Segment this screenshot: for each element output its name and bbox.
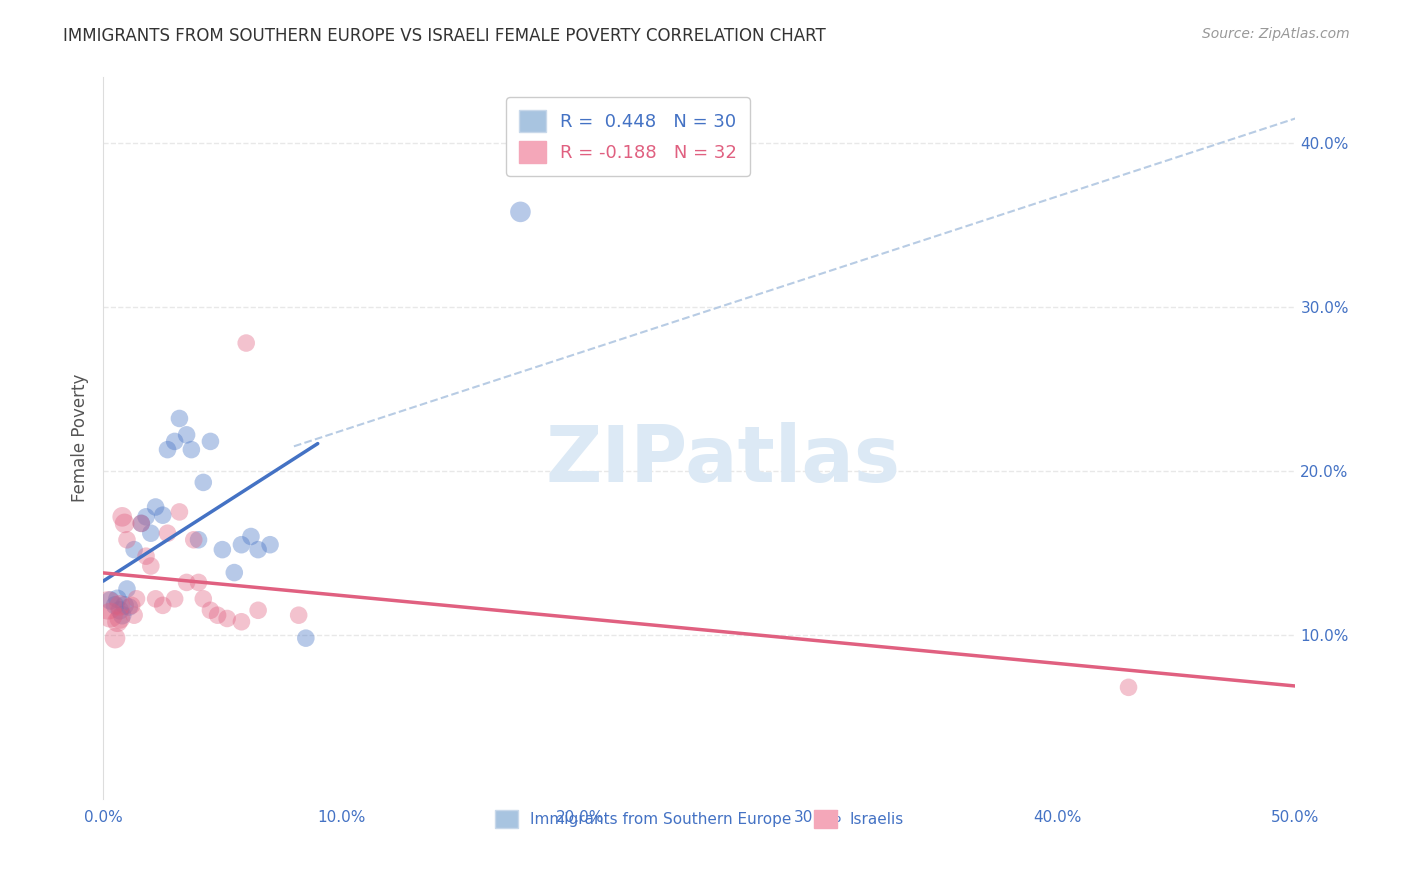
Point <box>163 434 186 449</box>
Point <box>217 611 239 625</box>
Point <box>108 611 131 625</box>
Point <box>135 549 157 564</box>
Point <box>129 516 152 531</box>
Y-axis label: Female Poverty: Female Poverty <box>72 374 89 502</box>
Point <box>121 599 143 613</box>
Point <box>156 442 179 457</box>
Point <box>98 608 121 623</box>
Point <box>108 599 131 613</box>
Point <box>1118 681 1140 695</box>
Point <box>108 603 131 617</box>
Legend: Immigrants from Southern Europe, Israelis: Immigrants from Southern Europe, Israeli… <box>489 804 910 835</box>
Point <box>200 434 222 449</box>
Point <box>176 575 198 590</box>
Point <box>107 615 129 629</box>
Point <box>247 542 270 557</box>
Point <box>287 608 309 623</box>
Point <box>111 509 134 524</box>
Point <box>211 542 233 557</box>
Point <box>509 205 531 219</box>
Point <box>231 538 253 552</box>
Point <box>231 615 253 629</box>
Text: IMMIGRANTS FROM SOUTHERN EUROPE VS ISRAELI FEMALE POVERTY CORRELATION CHART: IMMIGRANTS FROM SOUTHERN EUROPE VS ISRAE… <box>63 27 825 45</box>
Point <box>193 475 215 490</box>
Text: Source: ZipAtlas.com: Source: ZipAtlas.com <box>1202 27 1350 41</box>
Point <box>114 516 136 531</box>
Point <box>122 542 145 557</box>
Point <box>139 526 162 541</box>
Point <box>125 591 148 606</box>
Point <box>169 505 191 519</box>
Point <box>104 599 127 613</box>
Point <box>115 582 138 596</box>
Point <box>235 336 257 351</box>
Point <box>122 608 145 623</box>
Point <box>111 608 134 623</box>
Point <box>247 603 270 617</box>
Point <box>145 591 167 606</box>
Point <box>295 631 318 645</box>
Point <box>176 428 198 442</box>
Point <box>224 566 246 580</box>
Point <box>207 608 229 623</box>
Point <box>156 526 179 541</box>
Point <box>152 508 174 523</box>
Point <box>98 593 121 607</box>
Point <box>163 591 186 606</box>
Point <box>169 411 191 425</box>
Point <box>135 509 157 524</box>
Point <box>97 599 120 613</box>
Point <box>107 591 129 606</box>
Point <box>187 533 209 547</box>
Point <box>114 599 136 613</box>
Point <box>152 599 174 613</box>
Point <box>180 442 202 457</box>
Text: ZIPatlas: ZIPatlas <box>546 422 901 498</box>
Point <box>200 603 222 617</box>
Point <box>183 533 205 547</box>
Point <box>259 538 281 552</box>
Point <box>139 559 162 574</box>
Point <box>104 631 127 645</box>
Point <box>145 500 167 514</box>
Point <box>240 529 263 543</box>
Point <box>115 533 138 547</box>
Point <box>118 599 141 614</box>
Point <box>187 575 209 590</box>
Point <box>129 516 152 531</box>
Point <box>193 591 215 606</box>
